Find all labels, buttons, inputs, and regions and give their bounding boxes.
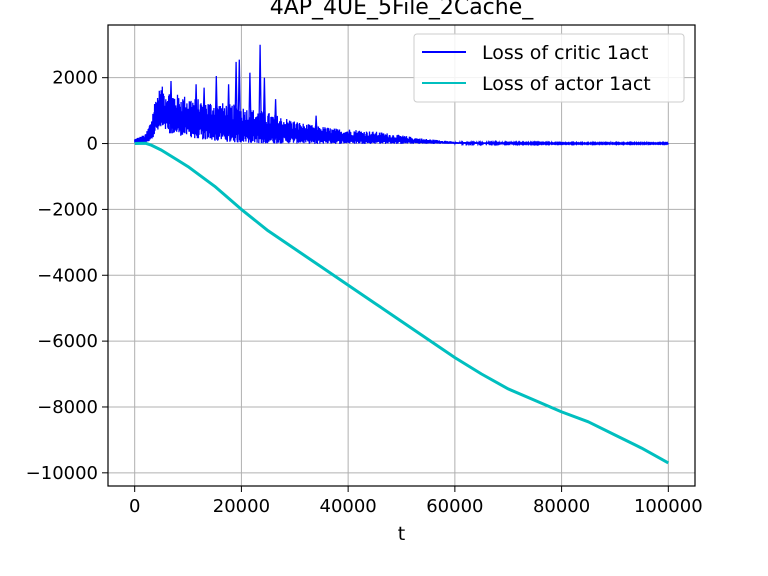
y-tick-label: 2000	[52, 68, 98, 89]
ticks: 0 20000 40000 60000 80000 10000020000−2000−40…	[26, 68, 703, 517]
critic-spike	[168, 80, 173, 134]
legend-entry: Loss of actor 1act	[482, 73, 651, 95]
chart-title: 4AP_4UE_5File_2Cache_	[270, 0, 535, 20]
critic-spike	[273, 99, 278, 144]
legend-box	[413, 33, 685, 103]
critic-spike	[247, 72, 252, 143]
critic-spike	[314, 115, 319, 144]
x-tick-label: 20000	[213, 496, 270, 517]
y-tick-label: −10000	[26, 463, 98, 484]
y-tick-label: −2000	[37, 199, 98, 220]
plot-frame	[107, 24, 696, 487]
x-tick-label: 40000	[320, 496, 377, 517]
series-line-actor	[134, 141, 670, 465]
legend: Loss of critic 1act Loss of actor 1act	[413, 33, 685, 103]
series-line-critic	[134, 86, 669, 147]
legend-entry: Loss of critic 1act	[482, 42, 648, 64]
grid	[108, 25, 695, 486]
critic-spike	[194, 84, 199, 139]
y-tick-label: −8000	[37, 397, 98, 418]
y-tick-label: −4000	[37, 265, 98, 286]
x-tick-label: 100000	[634, 496, 703, 517]
critic-spike	[262, 77, 267, 144]
critic-spike	[214, 75, 219, 141]
x-tick-label: 0	[129, 496, 140, 517]
x-axis-label: t	[398, 523, 405, 545]
x-tick-label: 80000	[533, 496, 590, 517]
x-tick-label: 60000	[426, 496, 483, 517]
y-tick-label: −6000	[37, 331, 98, 352]
critic-spike	[202, 87, 207, 140]
critic-spike	[234, 61, 239, 143]
y-tick-label: 0	[87, 134, 98, 155]
plot-series	[134, 44, 670, 465]
critic-spike	[226, 84, 231, 142]
critic-spike	[237, 59, 242, 143]
critic-spike	[258, 44, 263, 144]
